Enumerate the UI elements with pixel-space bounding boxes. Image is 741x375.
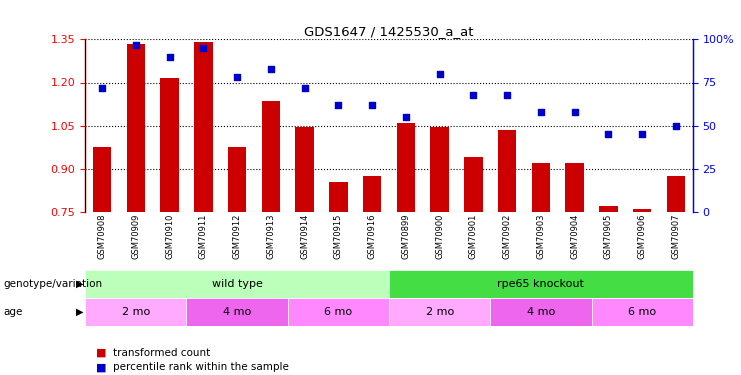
Text: GSM70909: GSM70909 bbox=[131, 214, 140, 259]
Text: GSM70912: GSM70912 bbox=[233, 214, 242, 259]
Point bbox=[333, 102, 345, 108]
Text: 4 mo: 4 mo bbox=[223, 307, 251, 317]
Point bbox=[468, 92, 479, 98]
Bar bbox=[85, 298, 187, 326]
Point bbox=[164, 54, 176, 60]
Bar bbox=[498, 130, 516, 212]
Bar bbox=[187, 298, 288, 326]
Bar bbox=[565, 163, 584, 212]
Text: wild type: wild type bbox=[212, 279, 262, 289]
Bar bbox=[389, 270, 693, 298]
Bar bbox=[531, 163, 551, 212]
Text: percentile rank within the sample: percentile rank within the sample bbox=[113, 363, 288, 372]
Point bbox=[433, 71, 445, 77]
Point bbox=[637, 131, 648, 137]
Text: GSM70908: GSM70908 bbox=[98, 214, 107, 259]
Point bbox=[501, 92, 513, 98]
Text: GSM70905: GSM70905 bbox=[604, 214, 613, 259]
Bar bbox=[396, 123, 415, 212]
Text: GSM70899: GSM70899 bbox=[402, 214, 411, 259]
Bar bbox=[491, 298, 591, 326]
Bar bbox=[667, 176, 685, 212]
Point bbox=[535, 109, 547, 115]
Text: GSM70904: GSM70904 bbox=[570, 214, 579, 259]
Point bbox=[670, 123, 682, 129]
Text: transformed count: transformed count bbox=[113, 348, 210, 357]
Text: ■: ■ bbox=[96, 363, 107, 372]
Point bbox=[231, 74, 243, 80]
Bar bbox=[85, 270, 389, 298]
Bar bbox=[127, 44, 145, 212]
Bar bbox=[633, 209, 651, 212]
Bar bbox=[599, 206, 618, 212]
Text: GSM70900: GSM70900 bbox=[435, 214, 444, 259]
Bar bbox=[194, 42, 213, 212]
Text: 2 mo: 2 mo bbox=[122, 307, 150, 317]
Text: GSM70903: GSM70903 bbox=[536, 214, 545, 259]
Text: GSM70914: GSM70914 bbox=[300, 214, 309, 259]
Bar bbox=[363, 176, 382, 212]
Text: GSM70910: GSM70910 bbox=[165, 214, 174, 259]
Text: 2 mo: 2 mo bbox=[425, 307, 453, 317]
Text: GSM70901: GSM70901 bbox=[469, 214, 478, 259]
Point bbox=[197, 45, 209, 51]
Point bbox=[602, 131, 614, 137]
Point bbox=[366, 102, 378, 108]
Point bbox=[96, 85, 108, 91]
Text: 6 mo: 6 mo bbox=[325, 307, 353, 317]
Point bbox=[400, 114, 412, 120]
Text: rpe65 knockout: rpe65 knockout bbox=[497, 279, 585, 289]
Text: GSM70906: GSM70906 bbox=[638, 214, 647, 259]
Text: GSM70907: GSM70907 bbox=[671, 214, 680, 259]
Bar bbox=[262, 101, 280, 212]
Bar bbox=[389, 298, 491, 326]
Text: 4 mo: 4 mo bbox=[527, 307, 555, 317]
Bar bbox=[160, 78, 179, 212]
Bar bbox=[591, 298, 693, 326]
Point bbox=[299, 85, 310, 91]
Text: ■: ■ bbox=[96, 348, 107, 357]
Text: 6 mo: 6 mo bbox=[628, 307, 657, 317]
Bar bbox=[296, 127, 314, 212]
Point bbox=[265, 66, 277, 72]
Text: GSM70913: GSM70913 bbox=[266, 214, 276, 259]
Bar bbox=[93, 147, 111, 212]
Text: GSM70916: GSM70916 bbox=[368, 214, 376, 259]
Bar bbox=[227, 147, 247, 212]
Point bbox=[130, 42, 142, 48]
Point bbox=[569, 109, 581, 115]
Bar bbox=[329, 182, 348, 212]
Text: age: age bbox=[4, 307, 23, 317]
Text: genotype/variation: genotype/variation bbox=[4, 279, 103, 289]
Bar bbox=[431, 127, 449, 212]
Text: GSM70915: GSM70915 bbox=[334, 214, 343, 259]
Text: GSM70911: GSM70911 bbox=[199, 214, 208, 259]
Bar bbox=[288, 298, 389, 326]
Text: GSM70902: GSM70902 bbox=[502, 214, 512, 259]
Title: GDS1647 / 1425530_a_at: GDS1647 / 1425530_a_at bbox=[305, 25, 473, 38]
Text: ▶: ▶ bbox=[76, 307, 84, 317]
Bar bbox=[464, 157, 482, 212]
Text: ▶: ▶ bbox=[76, 279, 84, 289]
